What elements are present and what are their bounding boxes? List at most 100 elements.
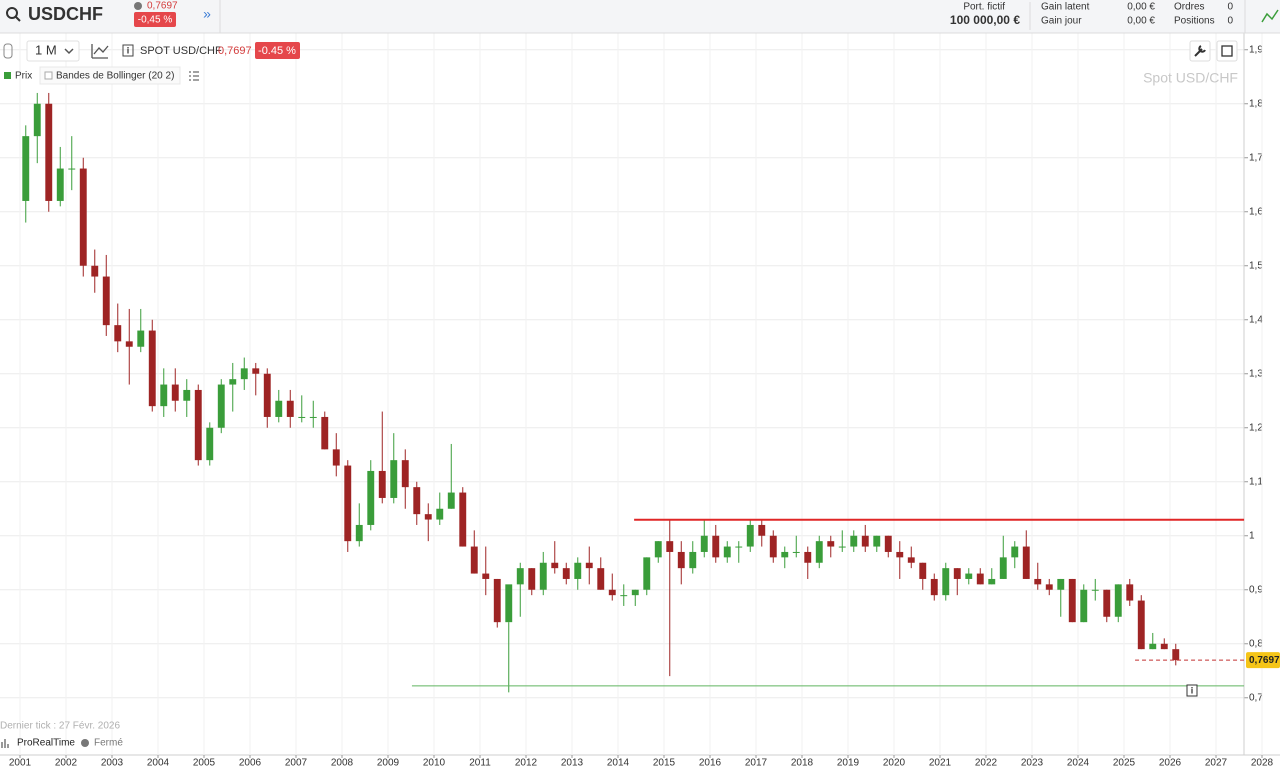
candle-body xyxy=(976,573,984,585)
x-tick-label: 2025 xyxy=(1113,758,1136,769)
x-tick-label: 2026 xyxy=(1159,758,1182,769)
period-select[interactable] xyxy=(26,40,80,62)
status-dot xyxy=(81,739,89,747)
candle-body xyxy=(137,330,145,347)
candle-body xyxy=(907,557,915,563)
x-tick-label: 2010 xyxy=(423,758,446,769)
last-tick: Dernier tick : 27 Févr. 2026 xyxy=(0,721,120,732)
indicator-checkbox[interactable] xyxy=(44,71,53,80)
candle-body xyxy=(1126,584,1134,601)
header-price: 0,7697 xyxy=(147,1,178,12)
candle-body xyxy=(217,384,225,428)
y-tick-label: 1,5 xyxy=(1249,260,1263,271)
gain-jour-value: 0,00 € xyxy=(1127,16,1155,27)
x-tick-label: 2005 xyxy=(193,758,216,769)
candle-body xyxy=(551,562,559,569)
portfolio-value: 100 000,00 € xyxy=(950,13,1020,27)
candle-body xyxy=(206,427,214,461)
candle-body xyxy=(68,168,76,170)
candle-body xyxy=(424,514,432,520)
candle-body xyxy=(56,168,64,201)
candle-body xyxy=(1149,643,1157,650)
candle-body xyxy=(735,546,743,548)
candle-body xyxy=(666,541,674,552)
candle-body xyxy=(620,595,628,597)
y-tick-label: 1,4 xyxy=(1249,314,1263,325)
candle-body xyxy=(700,535,708,552)
candle-body xyxy=(528,568,536,590)
x-tick-label: 2023 xyxy=(1021,758,1044,769)
y-tick-label: 1 xyxy=(1249,530,1255,541)
positions-value: 0 xyxy=(1227,16,1233,27)
y-tick-label: 1,2 xyxy=(1249,422,1263,433)
x-tick-label: 2019 xyxy=(837,758,860,769)
event-icon[interactable] xyxy=(1186,684,1198,697)
window-button[interactable] xyxy=(1216,40,1238,62)
candle-body xyxy=(298,416,306,418)
candle-body xyxy=(459,492,467,547)
expand-button[interactable]: » xyxy=(203,6,211,22)
legend-price[interactable]: Prix xyxy=(15,71,32,82)
x-tick-label: 2003 xyxy=(101,758,124,769)
candle-body xyxy=(378,470,386,498)
x-tick-label: 2028 xyxy=(1251,758,1274,769)
candle-body xyxy=(275,400,283,417)
candle-body xyxy=(1114,584,1122,617)
y-tick-label: 0,8 xyxy=(1249,638,1263,649)
gain-jour-label: Gain jour xyxy=(1041,16,1082,27)
y-tick-label: 0,9 xyxy=(1249,584,1263,595)
candle-body xyxy=(482,573,490,579)
candle-body xyxy=(769,535,777,558)
y-tick-label: 1,6 xyxy=(1249,206,1263,217)
x-tick-label: 2016 xyxy=(699,758,722,769)
candle-body xyxy=(574,562,582,579)
candle-body xyxy=(965,573,973,579)
candle-body xyxy=(723,546,731,558)
symbol[interactable]: USDCHF xyxy=(28,4,103,24)
candle-body xyxy=(240,368,248,380)
candle-body xyxy=(1011,546,1019,558)
candle-body xyxy=(539,562,547,590)
candle-body xyxy=(171,384,179,401)
candle-body xyxy=(183,389,191,401)
candle-body xyxy=(1080,589,1088,623)
candle-body xyxy=(505,584,513,623)
candle-body xyxy=(493,578,501,623)
candle-body xyxy=(321,416,329,450)
legend-indicator[interactable]: Bandes de Bollinger (20 2) xyxy=(56,71,174,82)
candle-body xyxy=(896,551,904,558)
candle-body xyxy=(22,136,30,201)
market-status: Fermé xyxy=(94,738,123,749)
wrench-icon xyxy=(1194,45,1206,57)
x-tick-label: 2027 xyxy=(1205,758,1228,769)
candle-body xyxy=(585,562,593,569)
y-tick-label: 1,3 xyxy=(1249,368,1263,379)
toolbar-price: 0,7697 xyxy=(218,45,252,57)
candle-body xyxy=(999,557,1007,579)
period: 1 M xyxy=(35,42,57,57)
lock-icon[interactable] xyxy=(3,43,13,59)
price-legend-swatch xyxy=(4,72,11,79)
candle-body xyxy=(919,562,927,579)
window-icon xyxy=(1221,45,1233,57)
candle-body xyxy=(643,557,651,590)
portfolio-label: Port. fictif xyxy=(963,2,1005,13)
candle-body xyxy=(33,103,41,137)
chart-icon[interactable] xyxy=(1261,9,1279,23)
candle-body xyxy=(470,546,478,574)
x-tick-label: 2009 xyxy=(377,758,400,769)
search-icon[interactable] xyxy=(6,7,18,19)
chart-type-icon[interactable] xyxy=(91,44,109,59)
candle-body xyxy=(194,389,202,461)
y-tick-label: 1,1 xyxy=(1249,476,1263,487)
list-icon[interactable] xyxy=(189,71,199,81)
x-tick-label: 2022 xyxy=(975,758,998,769)
candle-body xyxy=(1172,649,1180,661)
candle-body xyxy=(390,460,398,498)
x-tick-label: 2013 xyxy=(561,758,584,769)
candle-body xyxy=(781,551,789,558)
info-icon[interactable] xyxy=(122,44,134,57)
positions-label: Positions xyxy=(1174,16,1215,27)
